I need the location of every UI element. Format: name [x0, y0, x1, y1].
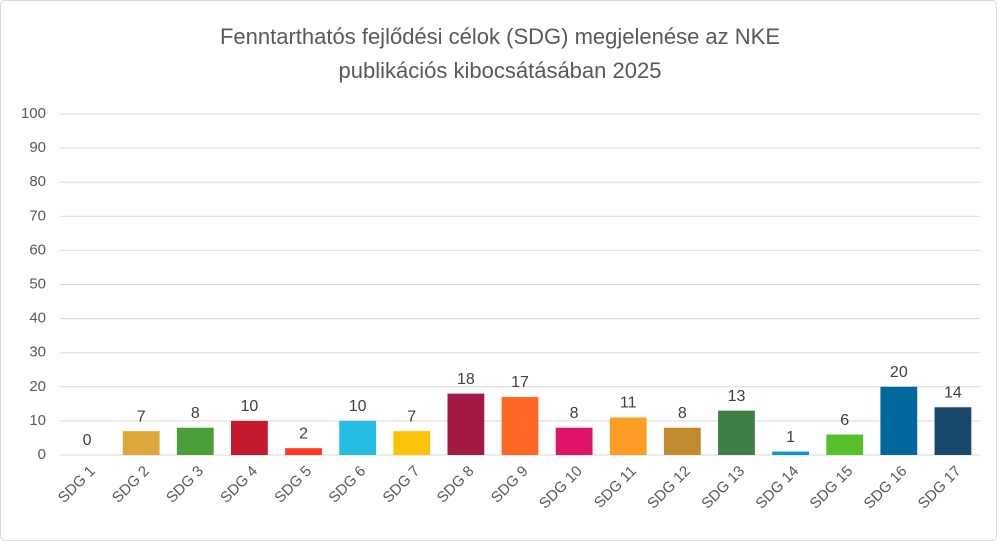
data-label: 8	[570, 405, 579, 422]
chart-title: publikációs kibocsátásában 2025	[339, 58, 662, 83]
data-label: 20	[890, 364, 908, 381]
y-tick-label: 30	[29, 344, 46, 361]
data-label: 17	[511, 374, 529, 391]
chart-title: Fenntarthatós fejlődési célok (SDG) megj…	[220, 24, 780, 49]
bar	[718, 410, 755, 455]
bar	[447, 393, 485, 455]
y-tick-label: 70	[29, 207, 46, 224]
data-label: 2	[299, 425, 308, 442]
data-label: 7	[137, 408, 146, 425]
data-label: 8	[678, 405, 687, 422]
data-label: 0	[83, 432, 92, 449]
bar	[555, 427, 593, 455]
y-tick-label: 20	[29, 378, 46, 395]
bar	[501, 397, 539, 455]
data-label: 10	[241, 398, 259, 415]
data-label: 8	[191, 405, 200, 422]
bar	[609, 417, 647, 455]
data-label: 14	[944, 384, 962, 401]
data-label: 11	[620, 395, 637, 412]
bar	[880, 386, 918, 455]
data-label: 10	[349, 398, 367, 415]
y-tick-label: 80	[29, 173, 46, 190]
bar	[285, 448, 322, 455]
bar	[772, 451, 809, 455]
bar	[176, 427, 214, 455]
data-label: 1	[786, 429, 795, 446]
y-tick-label: 50	[29, 275, 46, 292]
bar	[393, 431, 431, 455]
y-tick-label: 90	[29, 139, 46, 156]
data-label: 7	[407, 408, 416, 425]
bar	[122, 431, 160, 455]
bar	[663, 427, 701, 455]
y-tick-label: 10	[29, 412, 46, 429]
bar	[231, 420, 268, 455]
bar	[934, 407, 972, 455]
y-tick-label: 40	[29, 310, 46, 327]
bar	[339, 420, 377, 455]
data-label: 13	[728, 388, 746, 405]
y-tick-label: 100	[21, 105, 46, 122]
data-label: 6	[840, 412, 849, 429]
y-tick-label: 60	[29, 241, 46, 258]
bar	[826, 434, 864, 455]
y-tick-label: 0	[38, 446, 46, 463]
data-label: 18	[457, 371, 475, 388]
